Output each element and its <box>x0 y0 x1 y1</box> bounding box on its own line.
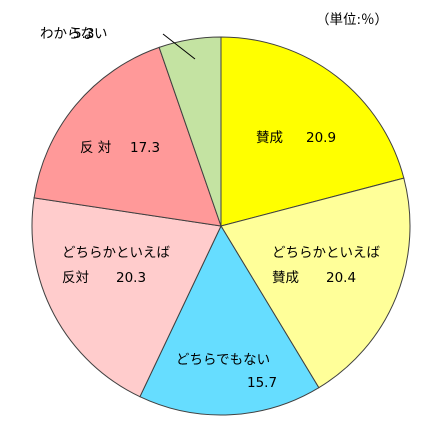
slice-label: どちらでもない <box>176 352 270 368</box>
slice-label: 20.9 <box>306 130 336 146</box>
slice-label: 反対 <box>62 270 89 286</box>
slice-label: どちらかといえば <box>272 245 380 261</box>
slice-label: 15.7 <box>247 375 277 391</box>
pie-slice <box>220 36 405 227</box>
unit-label: （単位:％） <box>316 12 388 28</box>
pie-slice <box>139 224 320 416</box>
slice-label: 20.3 <box>116 270 146 286</box>
slice-label: 賛成 <box>272 270 299 286</box>
slice-label: 5.3 <box>73 26 94 42</box>
slice-label: 17.3 <box>130 140 160 156</box>
slice-label: 反 対 <box>80 140 111 156</box>
slice-label: わからない <box>40 26 108 42</box>
pie-slice <box>158 36 222 227</box>
slice-label: 20.4 <box>326 270 356 286</box>
slice-label: どちらかといえば <box>62 245 170 261</box>
pie-slice <box>220 177 411 389</box>
leader-line <box>162 33 196 60</box>
pie-slice <box>31 197 222 398</box>
pie-slices <box>31 36 411 416</box>
slice-label: 賛成 <box>256 130 283 146</box>
